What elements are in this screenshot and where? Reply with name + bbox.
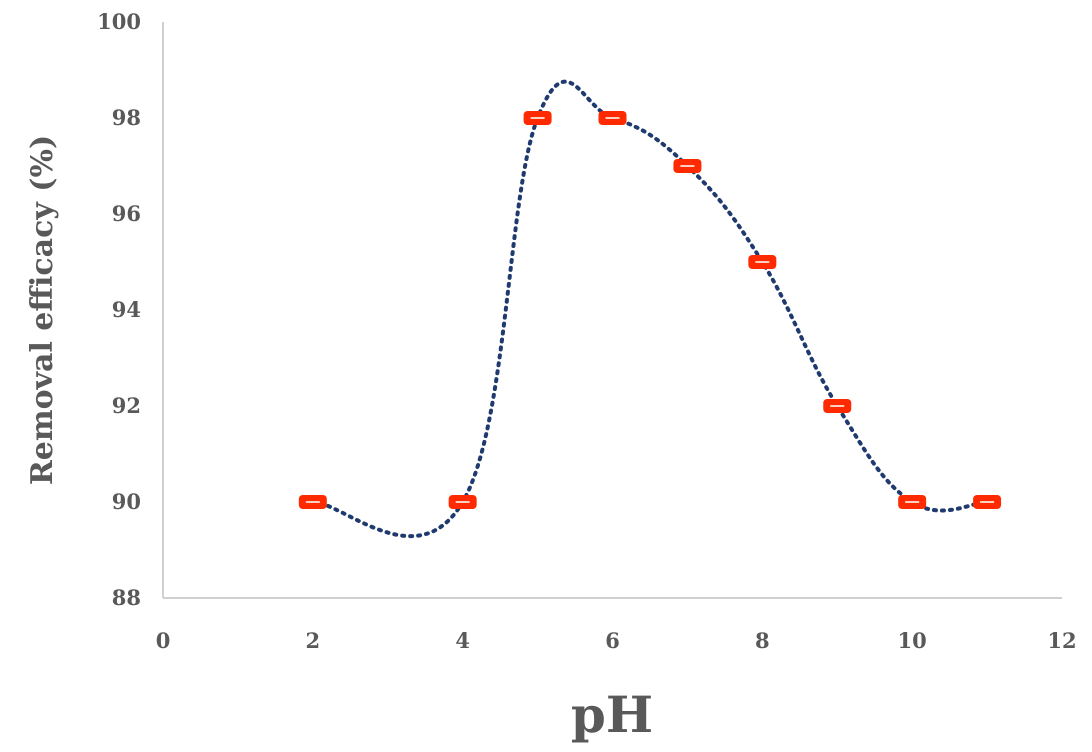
x-tick-labels: 0 2 4 6 8 10 12 — [156, 628, 1077, 653]
x-axis-title: pH — [571, 685, 653, 744]
y-axis-title: Removal efficacy (%) — [25, 135, 60, 485]
data-point — [448, 495, 477, 509]
trendline — [310, 79, 990, 539]
y-tick-label: 94 — [112, 297, 141, 322]
data-point — [823, 399, 852, 413]
x-tick-label: 4 — [455, 628, 470, 653]
data-point — [973, 495, 1002, 509]
data-point — [598, 111, 627, 125]
data-point — [673, 159, 702, 173]
x-tick-label: 12 — [1047, 628, 1076, 653]
x-tick-label: 2 — [306, 628, 321, 653]
y-tick-label: 100 — [97, 9, 141, 34]
y-tick-labels: 88 90 92 94 96 98 100 — [97, 9, 141, 610]
x-tick-label: 6 — [605, 628, 620, 653]
data-point — [298, 495, 327, 509]
data-points — [298, 111, 1002, 509]
y-tick-label: 92 — [112, 393, 141, 418]
data-point — [748, 255, 777, 269]
x-tick-label: 0 — [156, 628, 171, 653]
y-tick-label: 88 — [112, 585, 141, 610]
y-tick-label: 98 — [112, 105, 141, 130]
axes — [162, 22, 1062, 599]
data-point — [898, 495, 927, 509]
y-tick-label: 90 — [112, 489, 141, 514]
data-point — [523, 111, 552, 125]
x-tick-label: 8 — [755, 628, 770, 653]
x-tick-label: 10 — [898, 628, 927, 653]
y-tick-label: 96 — [112, 201, 141, 226]
